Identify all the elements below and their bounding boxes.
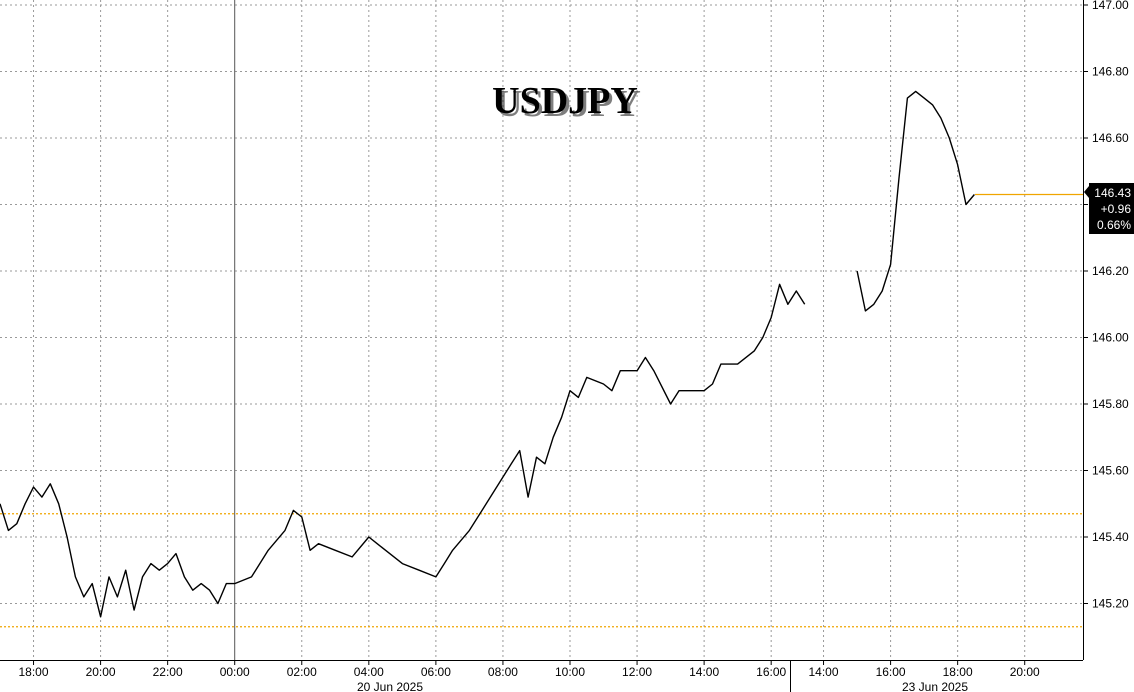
price-line-2 (856, 90, 975, 312)
chart-title-shadow: USDJPY (495, 83, 641, 125)
x-tick-label: 10:00 (555, 665, 585, 679)
last-price-value: 146.43 (1094, 186, 1131, 200)
y-axis-ticks: 147.00146.80146.60146.40146.20146.00145.… (1083, 0, 1129, 611)
title-group: USDJPY USDJPY (492, 80, 641, 125)
y-tick-label: 146.20 (1092, 264, 1129, 278)
y-tick-label: 147.00 (1092, 0, 1129, 12)
date-label-23-jun: 23 Jun 2025 (902, 680, 968, 692)
x-tick-label: 14:00 (689, 665, 719, 679)
last-price-box: 146.43 +0.96 0.66% (1084, 183, 1134, 234)
x-tick-label: 16:00 (876, 665, 906, 679)
last-price-box-bg (1089, 183, 1134, 234)
date-label-20-jun: 20 Jun 2025 (357, 680, 423, 692)
x-tick-label: 22:00 (153, 665, 183, 679)
y-tick-label: 145.40 (1092, 530, 1129, 544)
x-tick-label: 12:00 (622, 665, 652, 679)
price-series (0, 90, 975, 618)
x-tick-label: 00:00 (220, 665, 250, 679)
y-tick-label: 146.60 (1092, 131, 1129, 145)
x-tick-label: 14:00 (809, 665, 839, 679)
y-tick-label: 145.80 (1092, 397, 1129, 411)
y-tick-label: 145.60 (1092, 464, 1129, 478)
x-tick-label: 06:00 (421, 665, 451, 679)
y-tick-label: 145.20 (1092, 597, 1129, 611)
reference-lines (0, 193, 1083, 628)
last-price-pointer (1084, 186, 1089, 198)
x-tick-label: 04:00 (354, 665, 384, 679)
last-price-pct: 0.66% (1097, 218, 1131, 232)
price-line-1 (0, 283, 806, 618)
grid-lines (0, 0, 1083, 660)
x-axis-ticks: 18:00 20:00 22:00 00:00 02:00 04:00 06:00 08:00… (19, 660, 1040, 692)
x-tick-label: 02:00 (287, 665, 317, 679)
x-tick-label: 20:00 (1010, 665, 1040, 679)
last-price-change: +0.96 (1101, 202, 1132, 216)
chart-title: USDJPY (492, 80, 638, 122)
x-tick-label: 18:00 (943, 665, 973, 679)
x-tick-label: 08:00 (488, 665, 518, 679)
y-tick-label: 146.80 (1092, 65, 1129, 79)
y-tick-label: 146.00 (1092, 331, 1129, 345)
x-tick-label: 16:00 (756, 665, 786, 679)
axes (0, 0, 1084, 692)
x-tick-label: 20:00 (86, 665, 116, 679)
x-tick-label: 18:00 (19, 665, 49, 679)
